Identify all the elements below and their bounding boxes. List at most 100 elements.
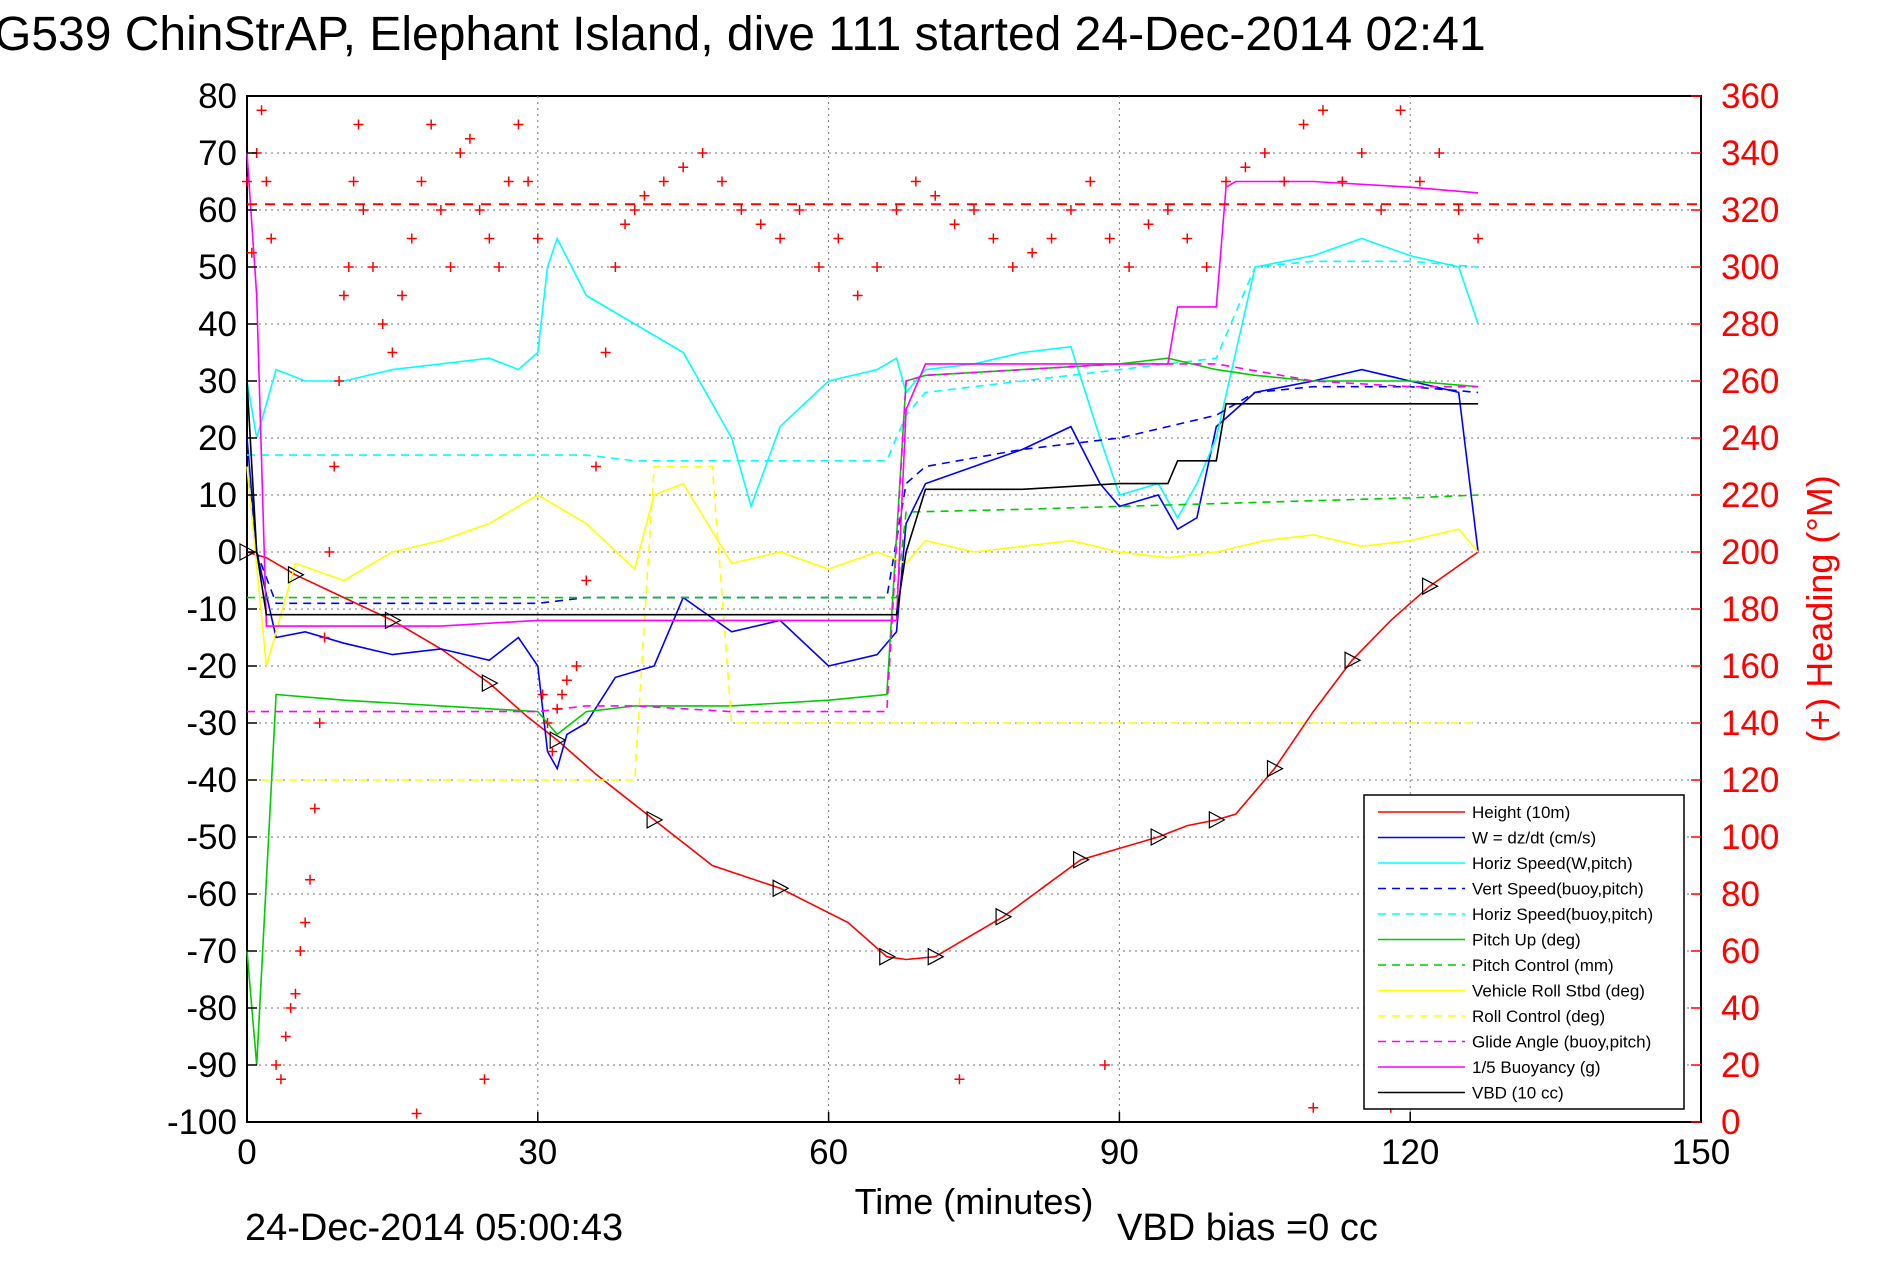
- y2-tick-label: 180: [1721, 590, 1779, 629]
- heading-point: [523, 176, 534, 187]
- y2-tick-label: 80: [1721, 875, 1760, 914]
- y2-tick-label: 0: [1721, 1103, 1740, 1142]
- heading-point: [464, 133, 475, 144]
- heading-point: [261, 176, 272, 187]
- heading-point: [305, 874, 316, 885]
- heading-point: [716, 176, 727, 187]
- heading-point: [813, 262, 824, 272]
- heading-point: [658, 176, 669, 187]
- heading-point: [910, 176, 921, 187]
- series-line-8: [247, 465, 1479, 781]
- heading-point: [411, 1108, 422, 1119]
- y2-tick-label: 120: [1721, 761, 1779, 800]
- y-tick-label: 60: [198, 191, 237, 230]
- heading-point: [629, 205, 640, 215]
- y2-tick-label: 320: [1721, 191, 1779, 230]
- heading-point: [309, 803, 320, 814]
- heading-point: [503, 176, 514, 187]
- heading-point: [1473, 233, 1484, 244]
- y-tick-label: 30: [198, 362, 237, 401]
- heading-point: [1259, 148, 1270, 158]
- y2-tick-label: 160: [1721, 647, 1779, 686]
- heading-point: [736, 205, 747, 215]
- y2-tick-label: 360: [1721, 77, 1779, 116]
- legend-label: Horiz Speed(W,pitch): [1472, 854, 1633, 873]
- y-tick-label: 50: [198, 248, 237, 287]
- heading-point: [1240, 162, 1251, 173]
- legend-label: 1/5 Buoyancy (g): [1472, 1058, 1601, 1077]
- y-tick-label: -20: [186, 647, 237, 686]
- series-line-1: [246, 368, 1479, 771]
- x-tick-label: 150: [1672, 1133, 1730, 1172]
- heading-point: [775, 233, 786, 244]
- heading-point: [455, 148, 466, 158]
- series-line-2: [246, 236, 1479, 520]
- heading-point: [338, 290, 349, 301]
- legend-label: Vert Speed(buoy,pitch): [1472, 880, 1644, 899]
- legend-label: Roll Control (deg): [1472, 1007, 1605, 1026]
- height-direction-marker: [1150, 828, 1168, 846]
- legend-box: [1363, 794, 1685, 1110]
- heading-point: [1221, 176, 1232, 187]
- heading-point: [474, 205, 485, 215]
- heading-point: [1162, 205, 1173, 215]
- y2-tick-label: 220: [1721, 476, 1779, 515]
- series-line-7: [246, 466, 1479, 667]
- y2-tick-label: 200: [1721, 533, 1779, 572]
- legend-label: Pitch Up (deg): [1472, 931, 1581, 950]
- series-line-11: [246, 380, 1479, 616]
- heading-point: [324, 547, 335, 557]
- heading-point: [1376, 205, 1387, 215]
- legend: Height (10m) W = dz/dt (cm/s) Horiz Speed(…: [1363, 794, 1685, 1110]
- heading-point: [494, 262, 505, 272]
- series-line-5: [246, 357, 1479, 1066]
- heading-point: [1085, 176, 1096, 187]
- y-tick-label: 20: [198, 419, 237, 458]
- y-tick-label: -90: [186, 1046, 237, 1085]
- height-direction-marker: [927, 947, 945, 966]
- heading-point: [406, 233, 417, 244]
- heading-point: [348, 176, 359, 187]
- y2-axis-label: (+) Heading (°M): [1799, 475, 1840, 742]
- x-tick-label: 120: [1381, 1133, 1439, 1172]
- y-tick-label: 40: [198, 305, 237, 344]
- heading-point: [561, 675, 572, 686]
- heading-point: [397, 290, 408, 301]
- heading-point: [1201, 262, 1212, 272]
- heading-point: [1298, 119, 1309, 130]
- heading-point: [542, 718, 553, 728]
- height-direction-marker: [481, 674, 499, 693]
- heading-point: [852, 290, 863, 301]
- height-direction-marker: [1421, 577, 1439, 596]
- footer-vbd-bias: VBD bias =0 cc: [1117, 1207, 1378, 1249]
- heading-point: [329, 461, 340, 472]
- heading-point: [590, 461, 601, 472]
- y-tick-label: 70: [198, 134, 237, 173]
- y-tick-label: -100: [167, 1103, 237, 1142]
- heading-point: [949, 219, 960, 230]
- heading-point: [537, 689, 548, 700]
- height-direction-marker: [879, 947, 897, 966]
- y-tick-label: 80: [198, 77, 237, 116]
- heading-point: [319, 632, 330, 643]
- heading-point: [314, 718, 325, 728]
- heading-point: [445, 262, 456, 272]
- heading-point: [547, 746, 558, 757]
- height-direction-marker: [1073, 850, 1090, 869]
- x-tick-label: 60: [809, 1133, 848, 1172]
- heading-point: [280, 1031, 291, 1042]
- heading-point: [242, 176, 252, 187]
- height-direction-marker: [1266, 759, 1284, 778]
- series-line-4: [247, 260, 1479, 462]
- height-direction-marker: [646, 810, 664, 829]
- x-tick-label: 0: [237, 1133, 256, 1172]
- heading-point: [1414, 176, 1425, 187]
- legend-label: W = dz/dt (cm/s): [1472, 829, 1596, 848]
- series-line-6: [247, 494, 1479, 599]
- heading-point: [1395, 105, 1406, 116]
- heading-point: [1356, 148, 1367, 158]
- heading-point: [416, 176, 427, 187]
- heading-point: [1317, 105, 1328, 116]
- y2-tick-label: 240: [1721, 419, 1779, 458]
